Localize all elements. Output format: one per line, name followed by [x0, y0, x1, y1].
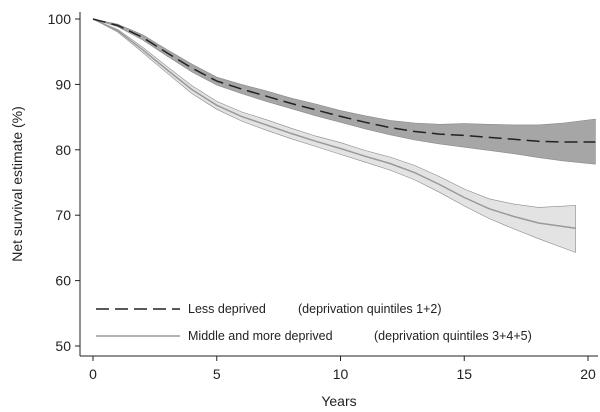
legend-note-less-deprived: (deprivation quintiles 1+2) — [298, 302, 442, 316]
legend-note-more-deprived: (deprivation quintiles 3+4+5) — [374, 329, 532, 343]
confidence-band-0 — [92, 18, 596, 165]
series-lines — [92, 18, 596, 230]
x-tick-label: 15 — [456, 366, 472, 382]
x-ticks: 0 5 10 15 20 — [89, 356, 596, 382]
x-tick-label: 10 — [333, 366, 349, 382]
y-axis-label: Net survival estimate (%) — [9, 106, 25, 262]
y-tick-label: 70 — [55, 207, 71, 223]
y-tick-label: 80 — [55, 142, 71, 158]
series-line-1 — [92, 18, 576, 230]
y-tick-label: 90 — [55, 76, 71, 92]
legend: Less deprived (deprivation quintiles 1+2… — [96, 302, 532, 343]
y-tick-label: 60 — [55, 273, 71, 289]
x-tick-label: 20 — [580, 366, 596, 382]
y-tick-label: 100 — [48, 11, 72, 27]
confidence-band-1 — [92, 18, 576, 253]
x-tick-label: 0 — [89, 366, 97, 382]
legend-label-less-deprived: Less deprived — [188, 302, 266, 316]
y-tick-label: 50 — [55, 338, 71, 354]
series-line-0 — [92, 18, 596, 143]
x-axis-label: Years — [321, 393, 356, 409]
legend-label-more-deprived: Middle and more deprived — [188, 329, 333, 343]
y-ticks: 50 60 70 80 90 100 — [48, 11, 80, 354]
axes — [79, 12, 598, 357]
x-tick-label: 5 — [213, 366, 221, 382]
